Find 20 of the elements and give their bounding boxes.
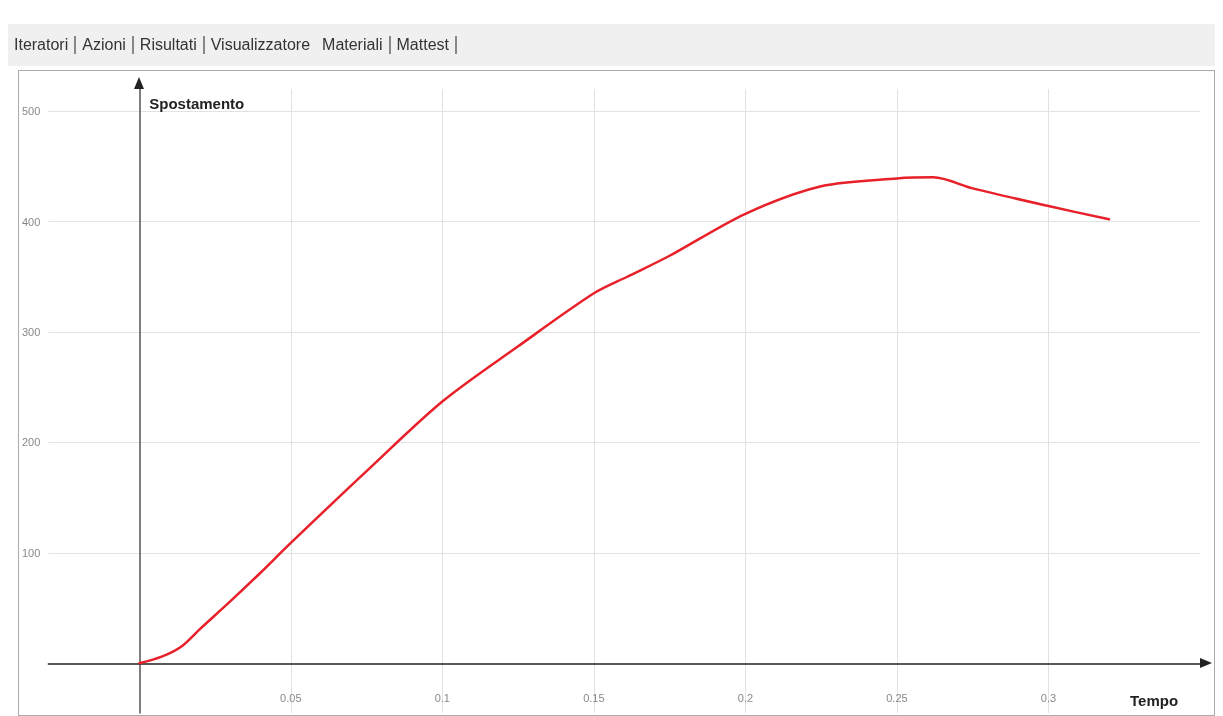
text: Visualizzatore xyxy=(209,36,312,54)
x-tick-label: 0.1 xyxy=(434,691,450,704)
x-tick-label: 0.15 xyxy=(583,691,605,704)
text: Risultati xyxy=(133,36,205,54)
x-tick-label: 0.3 xyxy=(1040,691,1057,704)
text: Mattest xyxy=(390,36,457,54)
text: Iteratori xyxy=(8,36,77,54)
y-tick-label: 200 xyxy=(21,436,41,449)
x-tick-label: 0.05 xyxy=(280,691,302,704)
y-tick-label: 100 xyxy=(21,546,41,559)
y-tick-label: 400 xyxy=(21,215,41,228)
y-tick-label: 500 xyxy=(21,105,41,118)
text: Azioni xyxy=(76,36,134,54)
x-tick-label: 0.2 xyxy=(737,691,754,704)
y-axis-title: Spostamento xyxy=(149,95,245,112)
y-tick-label: 300 xyxy=(21,325,41,338)
line-series xyxy=(138,176,1111,665)
x-axis-title: Tempo xyxy=(1130,692,1179,710)
x-tick-label: 0.25 xyxy=(886,691,908,704)
text: Materiali xyxy=(316,36,391,54)
